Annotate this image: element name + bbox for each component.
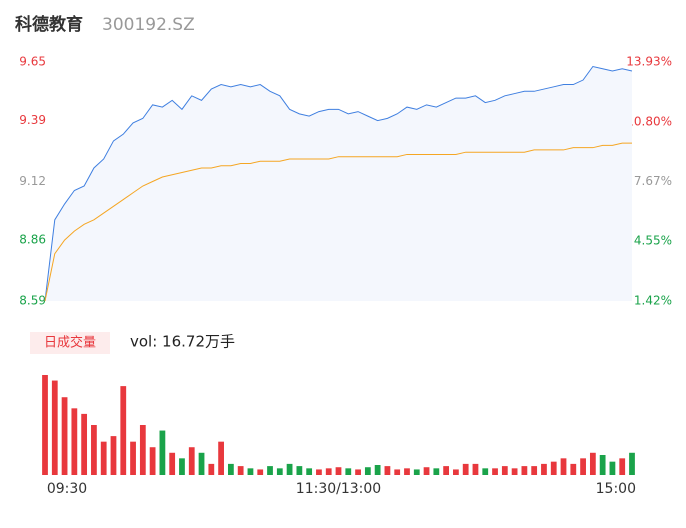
volume-bar bbox=[42, 375, 48, 475]
volume-bar bbox=[179, 458, 185, 475]
volume-bar bbox=[384, 466, 391, 475]
y2-tick-label: 7.67% bbox=[634, 174, 672, 188]
y-tick-label: 8.59 bbox=[19, 294, 46, 308]
volume-bar bbox=[61, 397, 68, 475]
volume-bar bbox=[364, 467, 371, 475]
volume-bar bbox=[580, 458, 586, 475]
volume-bar bbox=[237, 466, 244, 475]
price-line bbox=[44, 65, 633, 302]
volume-bar bbox=[550, 461, 557, 475]
volume-bar bbox=[325, 468, 332, 475]
volume-bar bbox=[570, 463, 577, 475]
volume-bar bbox=[589, 452, 596, 475]
volume-bar bbox=[355, 469, 361, 475]
volume-bar bbox=[81, 413, 88, 475]
volume-bar bbox=[453, 469, 459, 475]
volume-bar bbox=[169, 452, 176, 475]
volume-tag bbox=[30, 332, 110, 354]
volume-bar bbox=[599, 455, 606, 475]
volume-bar bbox=[531, 466, 538, 475]
average-line bbox=[44, 142, 632, 302]
volume-bar bbox=[501, 466, 508, 475]
y-tick-label: 9.12 bbox=[19, 174, 46, 188]
volume-bar bbox=[443, 466, 450, 475]
y-tick-label: 9.65 bbox=[19, 55, 46, 69]
stock-code: 300192.SZ bbox=[102, 15, 195, 35]
volume-bar bbox=[423, 467, 430, 475]
volume-bar bbox=[541, 463, 547, 475]
stock-name: 科德教育 bbox=[15, 14, 83, 35]
volume-bar bbox=[609, 461, 616, 475]
volume-bar bbox=[149, 447, 156, 475]
volume-bar bbox=[247, 468, 254, 475]
y-tick-label: 9.39 bbox=[19, 113, 46, 127]
volume-bar bbox=[267, 466, 273, 475]
volume-bar bbox=[335, 467, 342, 475]
volume-bar bbox=[345, 468, 352, 475]
y2-tick-label: 1.42% bbox=[634, 294, 672, 308]
y-tick-label: 8.86 bbox=[19, 233, 46, 247]
volume-bar bbox=[91, 425, 97, 475]
volume-bar bbox=[227, 463, 234, 475]
volume-bar bbox=[110, 436, 117, 475]
volume-bar bbox=[472, 463, 479, 475]
volume-bar bbox=[139, 425, 146, 475]
y2-tick-label: 13.93% bbox=[626, 55, 672, 69]
y2-tick-label: 10.80% bbox=[626, 114, 672, 128]
x-tick-label: 11:30/13:00 bbox=[296, 481, 381, 497]
volume-bar bbox=[394, 469, 401, 475]
volume-bar bbox=[188, 447, 195, 475]
volume-bar bbox=[218, 441, 224, 475]
price-area bbox=[45, 66, 632, 302]
volume-title: 日成交量 bbox=[44, 335, 96, 351]
volume-bar bbox=[404, 468, 410, 475]
volume-bar bbox=[286, 463, 293, 475]
volume-bar bbox=[521, 466, 528, 475]
volume-bar bbox=[306, 468, 313, 475]
volume-bar bbox=[482, 468, 489, 475]
volume-bar bbox=[159, 430, 166, 475]
volume-bar bbox=[296, 466, 303, 475]
volume-bar bbox=[316, 469, 322, 475]
volume-bar bbox=[560, 458, 567, 475]
volume-bar bbox=[276, 468, 283, 475]
volume-bar bbox=[51, 380, 58, 475]
x-tick-label: 15:00 bbox=[596, 481, 636, 497]
y2-tick-label: 4.55% bbox=[634, 234, 672, 248]
volume-bar bbox=[619, 458, 626, 475]
volume-bar bbox=[257, 469, 264, 475]
volume-bar bbox=[130, 441, 136, 475]
volume-bar bbox=[511, 468, 518, 475]
volume-total: vol: 16.72万手 bbox=[130, 333, 235, 351]
x-tick-label: 09:30 bbox=[47, 481, 87, 497]
volume-bar bbox=[208, 463, 215, 475]
volume-bar bbox=[629, 452, 635, 475]
volume-bar bbox=[492, 468, 498, 475]
volume-bar bbox=[100, 441, 107, 475]
volume-bar bbox=[120, 386, 127, 475]
volume-bar bbox=[374, 465, 381, 475]
volume-bar bbox=[198, 452, 205, 475]
volume-bar bbox=[413, 469, 420, 475]
volume-bar bbox=[433, 468, 440, 475]
volume-bar bbox=[71, 408, 78, 475]
volume-bar bbox=[462, 463, 469, 475]
